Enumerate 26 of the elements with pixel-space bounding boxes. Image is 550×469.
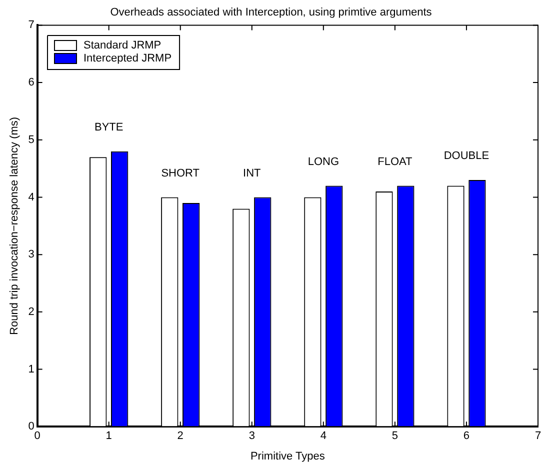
x-tick-label: 6 [463, 430, 470, 442]
chart-title: Overheads associated with Interception, using primtive arguments [110, 6, 432, 19]
annotation: LONG [308, 156, 340, 168]
y-tick-label: 0 [28, 420, 34, 433]
y-tick-label: 4 [28, 191, 34, 204]
x-tick-label: 3 [248, 430, 255, 442]
y-tick-label: 2 [28, 306, 34, 318]
y-tick-label: 5 [28, 134, 34, 146]
x-tick-label: 2 [177, 430, 184, 442]
x-tick-label: 7 [534, 430, 542, 442]
x-tick-label: 4 [320, 430, 326, 442]
y-tick-label: 3 [28, 248, 34, 261]
legend-label: Standard JRMP [84, 40, 162, 52]
annotation: SHORT [161, 167, 200, 180]
y-tick-label: 7 [28, 19, 34, 32]
x-tick-label: 1 [106, 430, 112, 442]
annotation: BYTE [94, 121, 124, 134]
annotation: INT [243, 167, 262, 180]
y-axis-title: Round trip invocation−response latency (ms) [8, 116, 21, 335]
y-tick-label: 6 [28, 76, 34, 89]
y-tick-label: 1 [28, 363, 34, 376]
legend-label: Intercepted JRMP [84, 52, 172, 65]
x-axis-title: Primitive Types [250, 450, 326, 462]
x-tick-label: 5 [392, 430, 398, 442]
annotation: DOUBLE [444, 150, 490, 162]
annotation: FLOAT [378, 156, 413, 168]
